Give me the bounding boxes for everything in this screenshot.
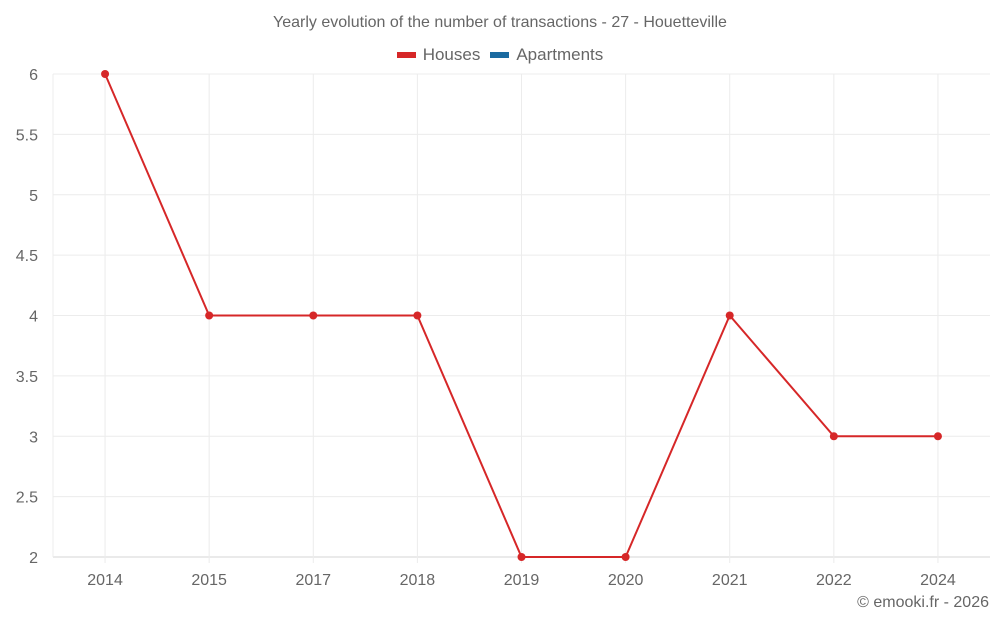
y-tick-label: 2 — [29, 550, 38, 567]
y-tick-label: 6 — [29, 67, 38, 84]
y-tick-label: 5 — [29, 188, 38, 205]
data-point[interactable] — [829, 432, 838, 441]
data-point[interactable] — [517, 553, 526, 561]
x-tick-label: 2022 — [816, 572, 852, 589]
x-tick-label: 2024 — [920, 572, 956, 589]
x-tick-label: 2018 — [400, 572, 436, 589]
copyright-credit: © emooki.fr - 2026 — [857, 594, 989, 611]
x-tick-label: 2021 — [712, 572, 748, 589]
chart-title: Yearly evolution of the number of transa… — [273, 14, 727, 31]
y-tick-label: 4 — [29, 309, 38, 326]
data-point[interactable] — [933, 432, 942, 441]
x-tick-label: 2019 — [504, 572, 540, 589]
legend: Houses Apartments — [0, 45, 1000, 65]
y-tick-label: 5.5 — [16, 127, 38, 144]
y-tick-label: 4.5 — [16, 248, 38, 265]
x-tick-label: 2020 — [608, 572, 644, 589]
legend-label-houses: Houses — [422, 45, 481, 64]
data-point[interactable] — [621, 553, 630, 561]
data-point[interactable] — [725, 311, 734, 320]
y-tick-label: 3 — [29, 429, 38, 446]
x-tick-label: 2017 — [295, 572, 331, 589]
x-tick-label: 2015 — [191, 572, 227, 589]
legend-item-apartments[interactable]: Apartments — [490, 45, 603, 65]
data-point[interactable] — [205, 311, 214, 320]
x-tick-label: 2014 — [87, 572, 123, 589]
y-tick-label: 3.5 — [16, 369, 38, 386]
gridlines — [52, 73, 990, 563]
y-axis: 2 2.5 3 3.5 4 4.5 5 5.5 6 — [16, 67, 38, 567]
series-houses — [101, 70, 942, 561]
data-point[interactable] — [101, 70, 110, 78]
legend-item-houses[interactable]: Houses — [396, 45, 481, 65]
legend-label-apartments: Apartments — [516, 45, 604, 64]
y-tick-label: 2.5 — [16, 490, 38, 507]
houses-swatch-icon — [396, 52, 416, 58]
data-point[interactable] — [413, 311, 422, 320]
apartments-swatch-icon — [490, 52, 510, 58]
data-point[interactable] — [309, 311, 318, 320]
x-axis: 2014 2015 2017 2018 2019 2020 2021 2022 2024 — [87, 572, 956, 589]
